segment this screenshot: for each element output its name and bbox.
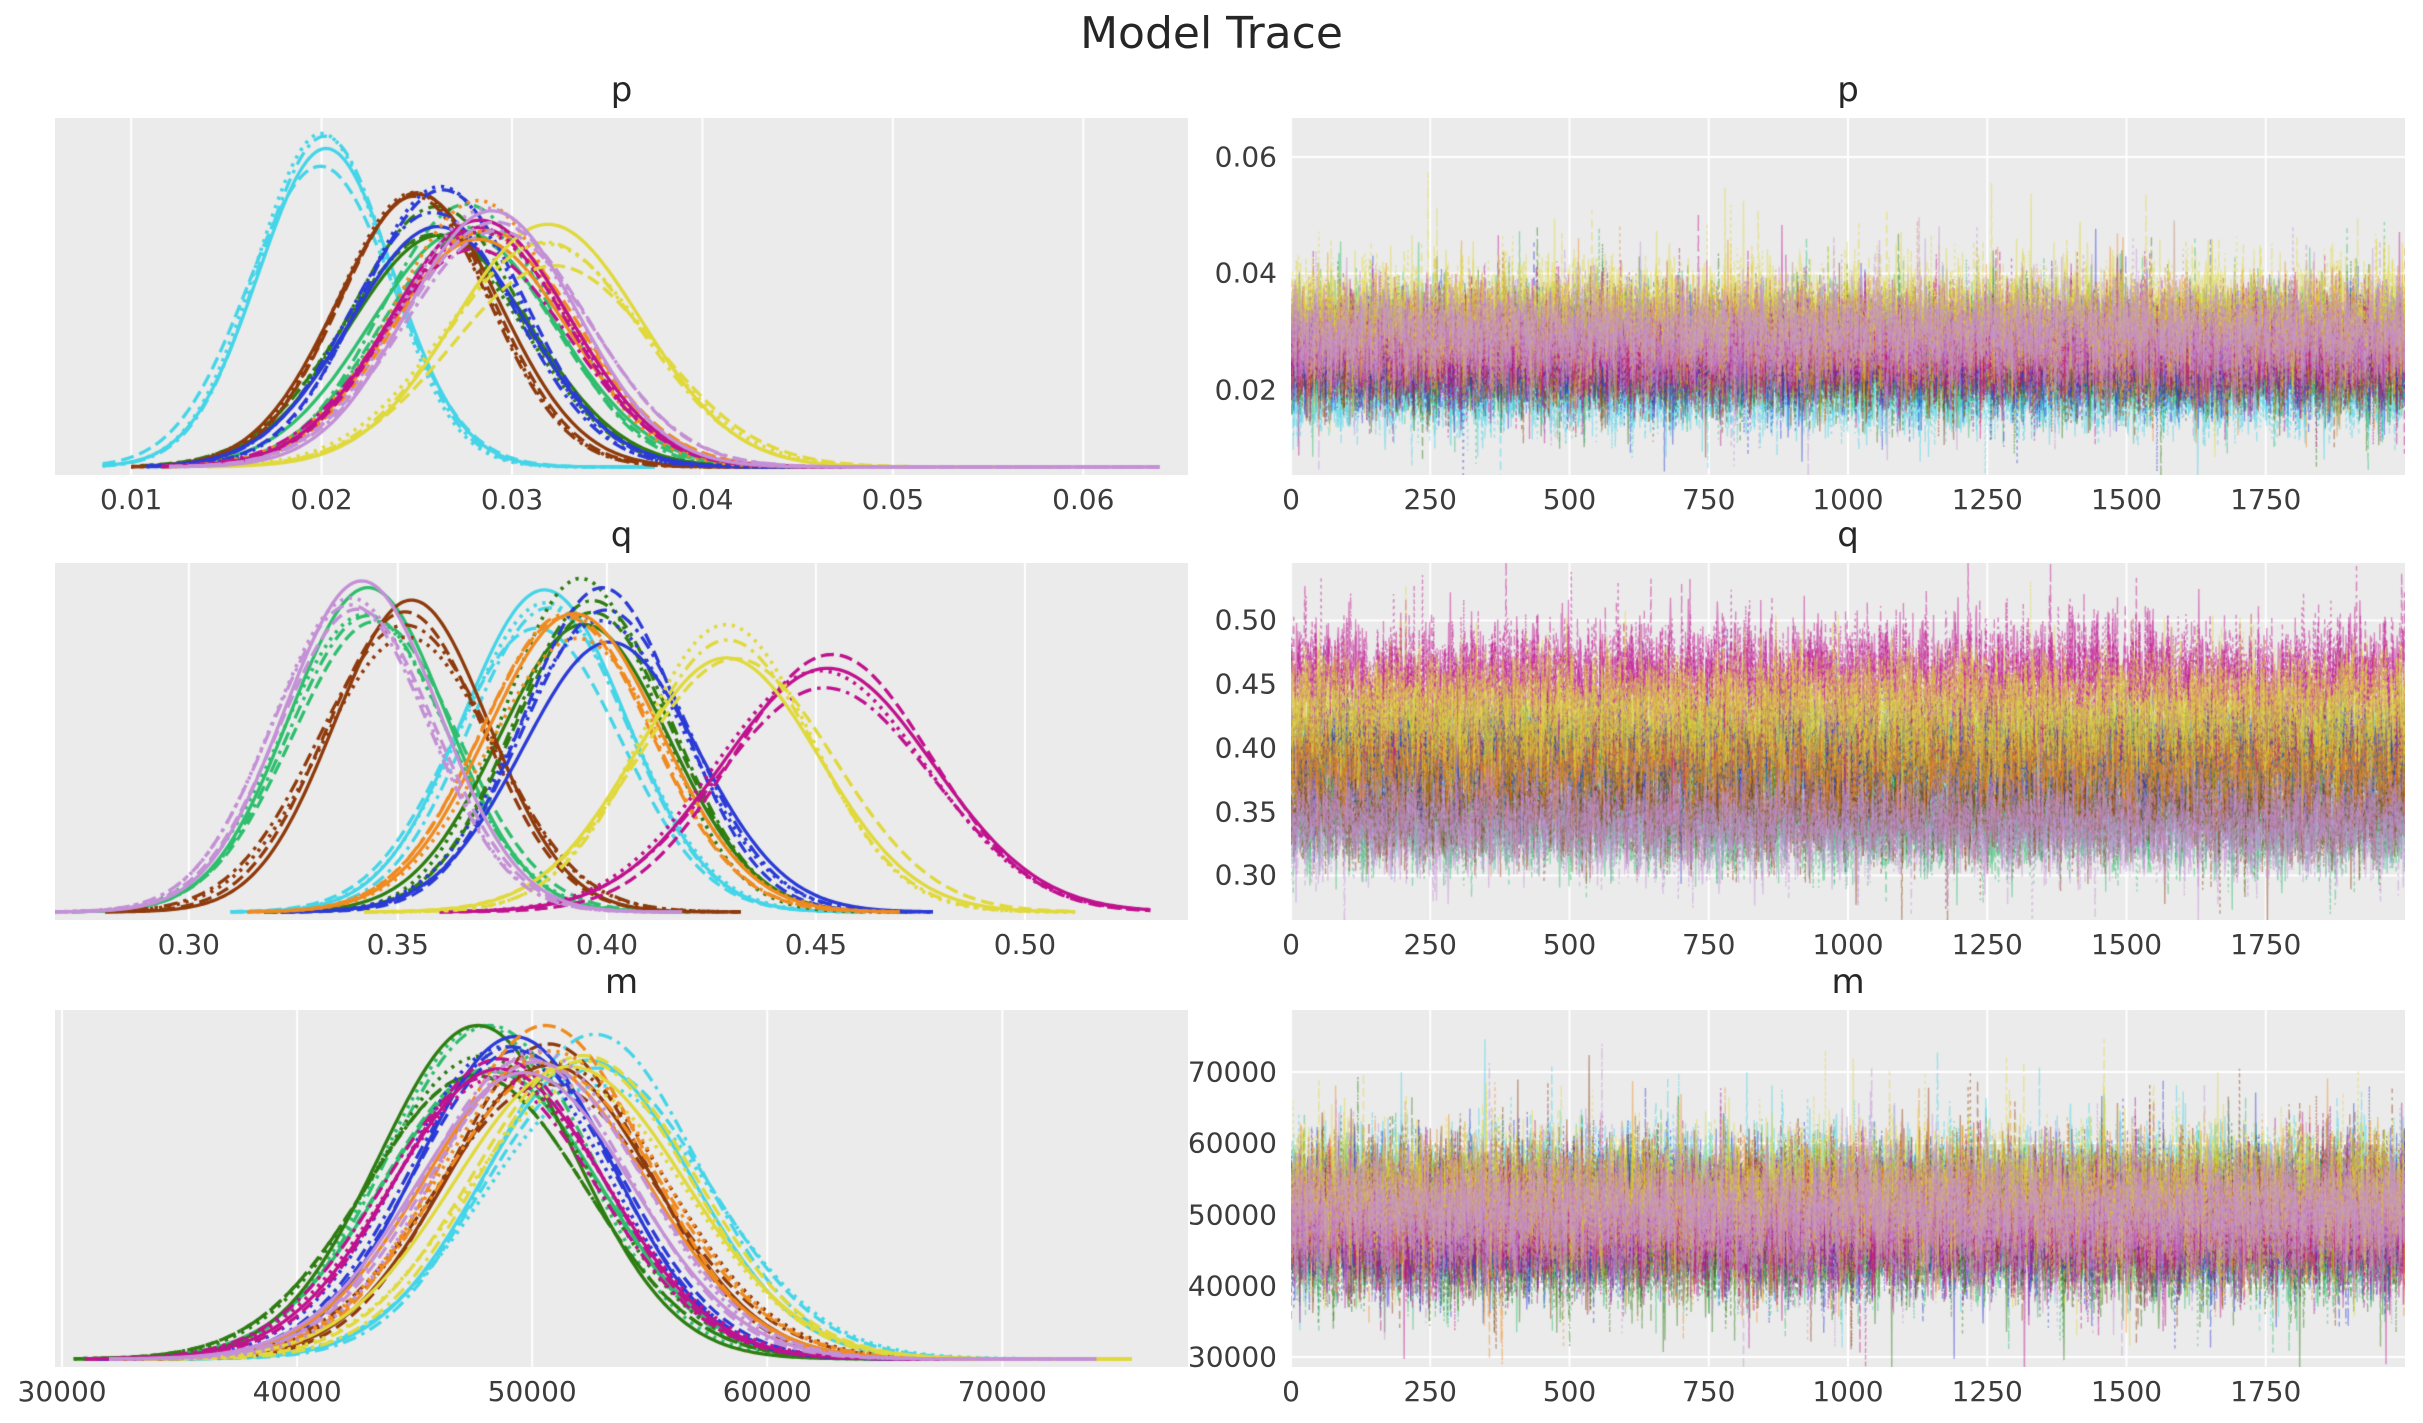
x-tick-label: 1000 xyxy=(1812,1375,1884,1408)
x-tick-label: 1500 xyxy=(2090,1375,2163,1408)
q-density-canvas xyxy=(55,563,1188,920)
x-tick-label: 50000 xyxy=(487,1375,577,1408)
x-tick-label: 0.06 xyxy=(1052,483,1115,516)
p-trace-subplot: p 0 250 500 750 1000 1250 1500 1750 0.02 0.04 0.06 xyxy=(1215,70,2405,516)
x-tick-label: 40000 xyxy=(252,1375,342,1408)
x-tick-label: 750 xyxy=(1682,483,1736,516)
y-tick-label: 0.06 xyxy=(1214,140,1277,174)
y-tick-label: 0.02 xyxy=(1214,373,1277,407)
y-tick-label: 0.40 xyxy=(1214,731,1277,765)
m-trace-subplot: m 0 250 500 750 1000 1250 1500 1750 30000 40000 50… xyxy=(1188,962,2405,1408)
x-tick-label: 1500 xyxy=(2090,483,2163,516)
x-tick-label: 1500 xyxy=(2090,928,2163,961)
x-tick-label: 0.50 xyxy=(993,928,1057,961)
x-tick-label: 500 xyxy=(1542,928,1597,961)
m-density-canvas xyxy=(55,1010,1188,1367)
p-trace-canvas xyxy=(1291,118,2405,475)
x-tick-label: 750 xyxy=(1682,928,1736,961)
q-trace-canvas xyxy=(1291,563,2405,920)
y-tick-label: 0.30 xyxy=(1214,858,1277,892)
q-trace-subplot: q 0 250 500 750 1000 1250 1500 1750 0.30 0.35 0.40… xyxy=(1215,515,2405,961)
m-density-subplot: m 30000 40000 50000 60000 70000 xyxy=(18,962,1188,1408)
y-tick-label: 30000 xyxy=(1187,1340,1277,1374)
x-tick-label: 0.45 xyxy=(784,928,848,961)
x-tick-label: 250 xyxy=(1403,928,1457,961)
p-trace-title: p xyxy=(1837,70,1859,110)
x-tick-label: 1250 xyxy=(1951,1375,2023,1408)
figure-title: Model Trace xyxy=(1080,8,1343,59)
x-tick-label: 0.02 xyxy=(290,483,353,516)
q-density-title: q xyxy=(610,515,633,555)
p-density-canvas xyxy=(55,118,1188,475)
m-trace-canvas xyxy=(1291,1010,2405,1367)
x-tick-label: 0.35 xyxy=(366,928,429,961)
p-density-subplot: p 0.01 0.02 0.03 0.04 0.05 0.06 xyxy=(55,70,1188,516)
y-tick-label: 0.35 xyxy=(1214,795,1277,829)
x-tick-label: 0.40 xyxy=(575,928,639,961)
y-tick-label: 60000 xyxy=(1187,1126,1277,1160)
x-tick-label: 500 xyxy=(1542,1375,1597,1408)
x-tick-label: 500 xyxy=(1542,483,1597,516)
m-density-title: m xyxy=(604,962,639,1002)
y-tick-label: 40000 xyxy=(1187,1269,1277,1303)
y-tick-label: 0.45 xyxy=(1214,667,1277,701)
m-trace-title: m xyxy=(1831,962,1865,1002)
x-tick-label: 250 xyxy=(1403,483,1457,516)
x-tick-label: 70000 xyxy=(957,1375,1047,1408)
x-tick-label: 0 xyxy=(1282,483,1300,516)
x-tick-label: 0.04 xyxy=(671,483,734,516)
y-tick-label: 0.50 xyxy=(1214,603,1277,637)
q-trace-title: q xyxy=(1837,515,1859,555)
x-tick-label: 0 xyxy=(1282,1375,1300,1408)
x-tick-label: 0 xyxy=(1282,928,1300,961)
q-density-subplot: q 0.30 0.35 0.40 0.45 0.50 xyxy=(55,515,1188,961)
x-tick-label: 30000 xyxy=(17,1375,107,1408)
p-density-title: p xyxy=(610,70,633,110)
x-tick-label: 1750 xyxy=(2230,1375,2302,1408)
x-tick-label: 1750 xyxy=(2230,483,2302,516)
x-tick-label: 0.01 xyxy=(99,483,163,516)
y-tick-label: 0.04 xyxy=(1214,256,1277,290)
x-tick-label: 1250 xyxy=(1951,928,2023,961)
x-tick-label: 1750 xyxy=(2230,928,2302,961)
x-tick-label: 1000 xyxy=(1812,483,1884,516)
x-tick-label: 750 xyxy=(1682,1375,1736,1408)
x-tick-label: 0.03 xyxy=(480,483,544,516)
y-tick-label: 70000 xyxy=(1187,1055,1277,1089)
y-tick-label: 50000 xyxy=(1187,1198,1277,1231)
x-tick-label: 60000 xyxy=(722,1375,812,1408)
x-tick-label: 250 xyxy=(1403,1375,1457,1408)
x-tick-label: 0.30 xyxy=(157,928,220,961)
x-tick-label: 1000 xyxy=(1812,928,1884,961)
x-tick-label: 1250 xyxy=(1951,483,2023,516)
x-tick-label: 0.05 xyxy=(861,483,925,516)
